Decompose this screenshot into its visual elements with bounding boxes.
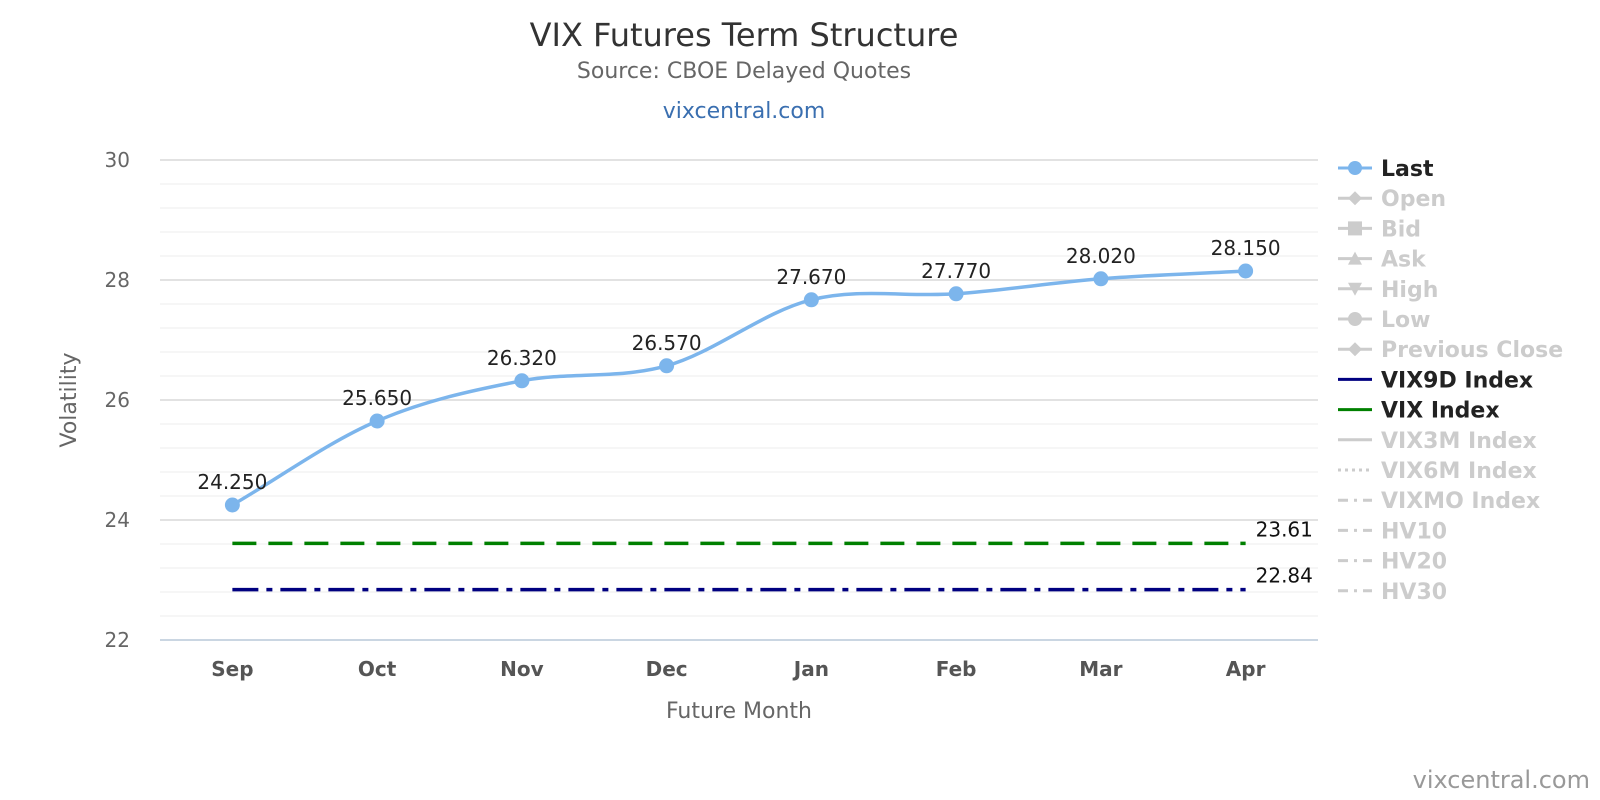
y-tick-label: 26	[105, 388, 130, 412]
legend-marker-triangle	[1348, 251, 1362, 265]
x-tick-label: Jan	[792, 657, 829, 681]
legend-item[interactable]: VIX6M Index	[1338, 459, 1537, 484]
x-tick-label: Feb	[936, 657, 977, 681]
x-axis-title: Future Month	[666, 699, 812, 724]
legend-label: HV30	[1381, 580, 1447, 605]
legend-item[interactable]: Bid	[1338, 217, 1421, 242]
credit-link[interactable]: vixcentral.com	[1413, 766, 1590, 794]
legend-label: Previous Close	[1381, 338, 1563, 363]
x-axis: Sep Oct Nov Dec Jan Feb Mar Apr	[211, 657, 1265, 681]
legend-item[interactable]: HV10	[1338, 519, 1447, 544]
last-data-label: 27.770	[921, 259, 991, 283]
legend-label: Last	[1381, 157, 1434, 182]
series	[224, 263, 1254, 592]
legend: Last Open Bid Ask High Low Previous Close VIX9D…	[1338, 157, 1563, 605]
legend-marker-diamond	[1348, 191, 1362, 206]
legend-label: High	[1381, 278, 1438, 303]
chart-subtitle: Source: CBOE Delayed Quotes	[577, 59, 911, 84]
legend-item[interactable]: VIXMO Index	[1338, 489, 1540, 514]
last-data-label: 28.020	[1066, 244, 1136, 268]
last-data-label: 26.570	[632, 331, 702, 355]
last-data-label: 28.150	[1211, 236, 1281, 260]
legend-item[interactable]: Previous Close	[1338, 338, 1563, 363]
last-series-point	[659, 358, 675, 374]
last-series-point	[369, 413, 385, 429]
chart-title: VIX Futures Term Structure	[530, 16, 959, 54]
y-tick-label: 24	[105, 508, 130, 532]
legend-item[interactable]: Open	[1338, 187, 1446, 212]
legend-marker-diamond	[1348, 342, 1362, 357]
legend-item[interactable]: Last	[1338, 157, 1434, 182]
legend-label: VIX9D Index	[1381, 368, 1533, 393]
legend-item[interactable]: High	[1338, 278, 1438, 303]
y-tick-label: 30	[105, 148, 130, 172]
y-tick-label: 28	[105, 268, 130, 292]
legend-marker-circle	[1348, 312, 1362, 326]
y-axis: 22 24 26 28 30	[105, 148, 130, 652]
x-tick-label: Dec	[646, 657, 688, 681]
legend-label: VIX6M Index	[1381, 459, 1537, 484]
legend-item[interactable]: Ask	[1338, 248, 1427, 273]
last-data-label: 27.670	[776, 265, 846, 289]
legend-item[interactable]: Low	[1338, 308, 1430, 333]
legend-marker-triangle-down	[1348, 282, 1362, 296]
x-tick-label: Mar	[1079, 657, 1122, 681]
legend-item[interactable]: VIX3M Index	[1338, 429, 1537, 454]
last-series-line	[231, 269, 1246, 507]
last-series-point	[803, 292, 819, 308]
legend-item[interactable]: HV30	[1338, 580, 1447, 605]
legend-label: VIX Index	[1381, 399, 1500, 424]
legend-item[interactable]: VIX Index	[1338, 399, 1500, 424]
last-data-label: 24.250	[197, 470, 267, 494]
x-tick-label: Nov	[500, 657, 544, 681]
last-series-point	[224, 497, 240, 513]
legend-label: VIX3M Index	[1381, 429, 1537, 454]
legend-label: Ask	[1381, 248, 1427, 273]
legend-item[interactable]: HV20	[1338, 550, 1447, 575]
source-link[interactable]: vixcentral.com	[663, 99, 826, 124]
vix9d-value-label: 22.84	[1256, 564, 1313, 588]
legend-label: HV20	[1381, 550, 1447, 575]
data-labels: 22.84 23.61 24.250 25.650 26.320 26.570 27.670…	[197, 236, 1313, 588]
last-data-label: 26.320	[487, 346, 557, 370]
y-axis-title: Volatility	[57, 352, 82, 447]
x-tick-label: Sep	[211, 657, 253, 681]
last-series-point	[514, 373, 530, 389]
legend-label: Low	[1381, 308, 1430, 333]
legend-label: Open	[1381, 187, 1446, 212]
x-tick-label: Apr	[1226, 657, 1266, 681]
legend-label: VIXMO Index	[1381, 489, 1540, 514]
last-series-point	[1093, 271, 1109, 287]
last-series-point	[948, 286, 964, 302]
gridlines	[160, 159, 1318, 641]
last-data-label: 25.650	[342, 386, 412, 410]
legend-marker-circle	[1348, 161, 1362, 175]
legend-label: HV10	[1381, 519, 1447, 544]
legend-item[interactable]: VIX9D Index	[1338, 368, 1533, 393]
x-tick-label: Oct	[358, 657, 397, 681]
legend-label: Bid	[1381, 217, 1421, 242]
last-series-point	[1238, 263, 1254, 279]
y-tick-label: 22	[105, 628, 130, 652]
vix-value-label: 23.61	[1256, 517, 1313, 541]
legend-marker-square	[1348, 221, 1362, 236]
